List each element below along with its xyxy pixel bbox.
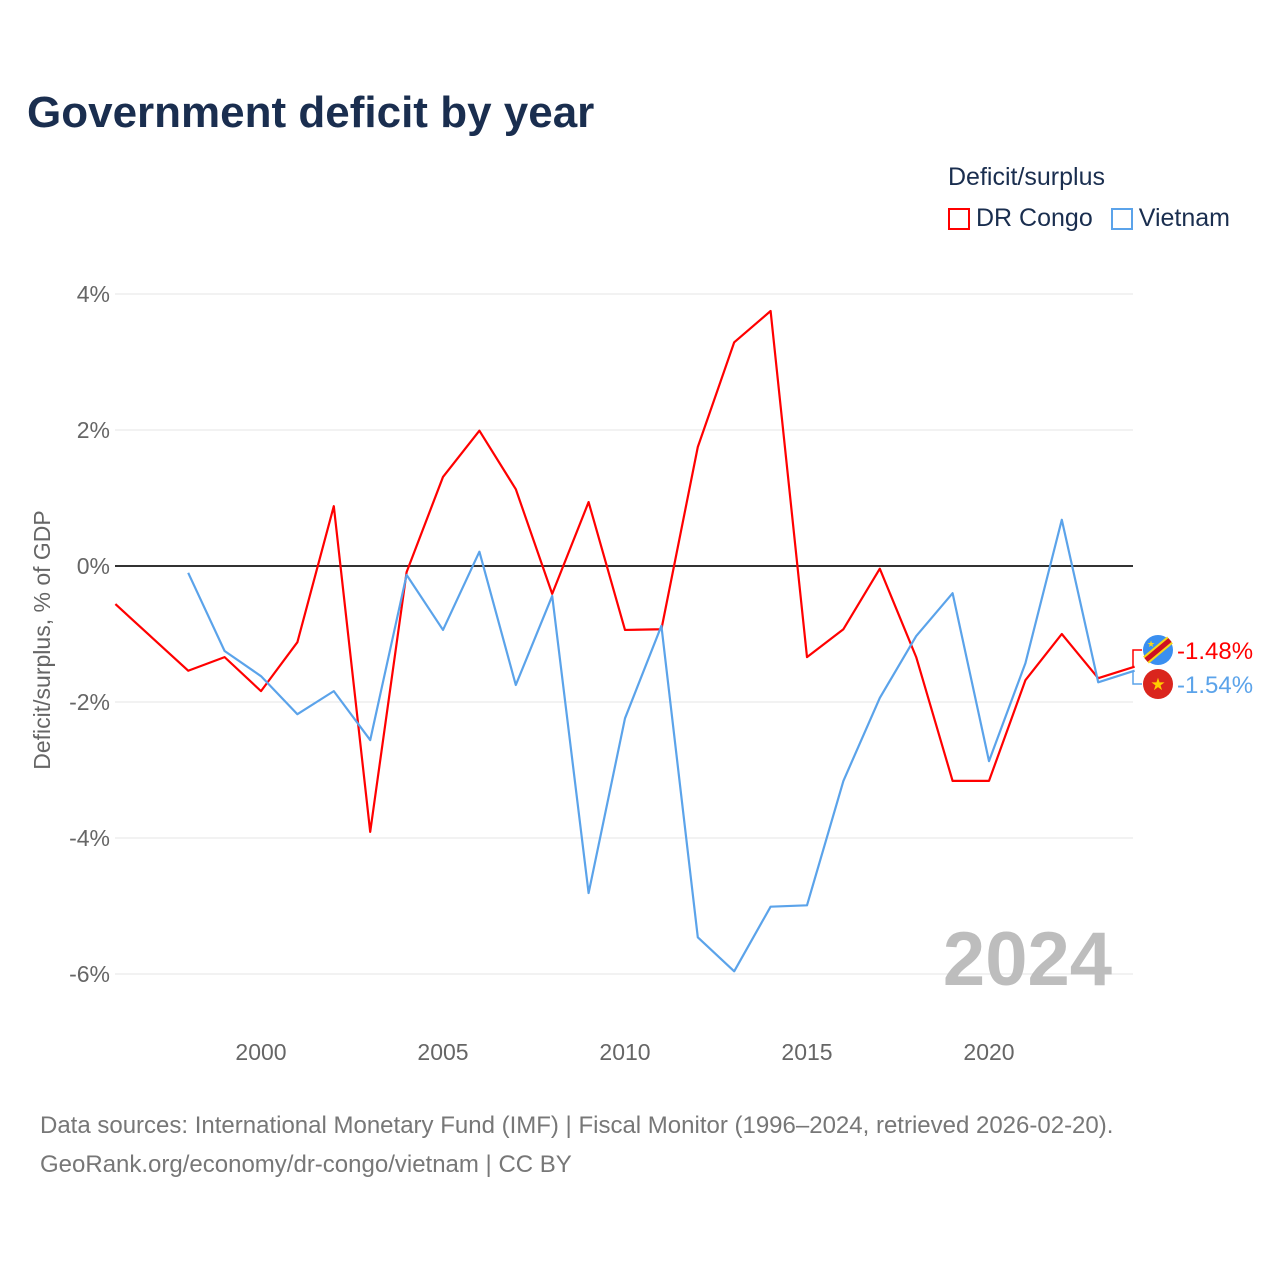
y-tick-label: 2% xyxy=(77,417,110,443)
data-point xyxy=(839,777,847,785)
data-point xyxy=(803,901,811,909)
legend-label: DR Congo xyxy=(976,204,1093,232)
x-tick-label: 2020 xyxy=(963,1039,1014,1065)
data-point xyxy=(184,667,192,675)
data-point xyxy=(803,653,811,661)
data-point xyxy=(111,600,119,608)
legend-item-dr-congo[interactable]: DR Congo xyxy=(948,204,1093,233)
flag-stripe xyxy=(1144,638,1172,662)
data-point xyxy=(767,307,775,315)
x-tick-label: 2015 xyxy=(781,1039,832,1065)
data-point xyxy=(512,485,520,493)
data-point xyxy=(621,626,629,634)
vietnam-flag-icon: ★ xyxy=(1143,669,1173,699)
data-point xyxy=(366,828,374,836)
y-tick-label: -6% xyxy=(69,961,110,987)
data-point xyxy=(949,589,957,597)
y-tick-label: -4% xyxy=(69,825,110,851)
flag-bg xyxy=(1143,669,1173,699)
legend-title: Deficit/surplus xyxy=(948,163,1105,191)
end-value-label: -1.54% xyxy=(1177,672,1253,699)
data-point xyxy=(293,638,301,646)
data-point xyxy=(330,687,338,695)
source-note: Data sources: International Monetary Fun… xyxy=(40,1106,1113,1184)
data-point xyxy=(657,622,665,630)
data-point xyxy=(257,687,265,695)
data-point xyxy=(221,647,229,655)
data-point xyxy=(1058,516,1066,524)
y-tick-label: 4% xyxy=(77,281,110,307)
data-point xyxy=(1094,678,1102,686)
y-tick-label: 0% xyxy=(77,553,110,579)
data-point xyxy=(949,777,957,785)
data-point xyxy=(1021,676,1029,684)
legend-label: Vietnam xyxy=(1138,204,1230,232)
data-point xyxy=(839,625,847,633)
data-point xyxy=(585,889,593,897)
dr-congo-flag-icon: ★ xyxy=(1143,635,1173,665)
data-point xyxy=(366,736,374,744)
data-point xyxy=(512,681,520,689)
data-point xyxy=(475,548,483,556)
data-point xyxy=(876,565,884,573)
data-point xyxy=(985,757,993,765)
data-point xyxy=(1021,659,1029,667)
legend: DR Congo Vietnam xyxy=(948,204,1230,233)
end-label-connector xyxy=(1132,670,1142,685)
data-point xyxy=(621,714,629,722)
series-line-vietnam xyxy=(187,518,1135,973)
x-tick-label: 2010 xyxy=(599,1039,650,1065)
data-point xyxy=(148,633,156,641)
data-point xyxy=(439,626,447,634)
data-point xyxy=(985,777,993,785)
data-point xyxy=(184,569,192,577)
data-point xyxy=(293,710,301,718)
source-line-2[interactable]: GeoRank.org/economy/dr-congo/vietnam | C… xyxy=(40,1151,572,1178)
data-point xyxy=(694,443,702,451)
legend-item-vietnam[interactable]: Vietnam xyxy=(1110,204,1230,233)
data-point xyxy=(730,967,738,975)
data-point xyxy=(767,903,775,911)
y-tick-label: -2% xyxy=(69,689,110,715)
x-tick-label: 2000 xyxy=(235,1039,286,1065)
legend-swatch xyxy=(948,207,970,230)
data-point xyxy=(475,427,483,435)
flag-star: ★ xyxy=(1150,675,1165,694)
data-point xyxy=(730,338,738,346)
data-point xyxy=(403,571,411,579)
data-point xyxy=(257,672,265,680)
legend-swatch xyxy=(1110,207,1133,230)
flag-star: ★ xyxy=(1147,639,1155,649)
source-line-1: Data sources: International Monetary Fun… xyxy=(40,1112,1114,1139)
data-point xyxy=(330,502,338,510)
y-axis-label: Deficit/surplus, % of GDP xyxy=(29,510,55,769)
data-point xyxy=(585,498,593,506)
year-watermark: 2024 xyxy=(943,917,1112,1002)
data-point xyxy=(1058,630,1066,638)
series-line-dr-congo xyxy=(114,309,1135,833)
x-tick-label: 2005 xyxy=(417,1039,468,1065)
data-point xyxy=(1131,667,1139,675)
end-label-connector xyxy=(1132,649,1142,667)
chart-title: Government deficit by year xyxy=(27,88,595,137)
data-point xyxy=(912,632,920,640)
data-point xyxy=(694,933,702,941)
data-point xyxy=(912,653,920,661)
data-point xyxy=(439,473,447,481)
end-value-label: -1.48% xyxy=(1177,638,1253,665)
data-point xyxy=(876,694,884,702)
data-point xyxy=(548,592,556,600)
